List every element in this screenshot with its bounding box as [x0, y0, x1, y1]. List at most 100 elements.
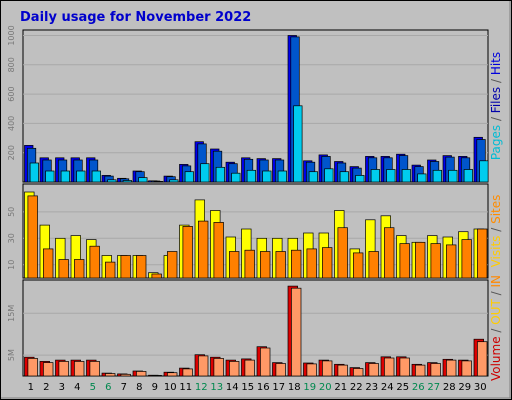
x-tick-label-day-22: 22 — [350, 382, 363, 393]
panel-requests-ytick-label: 200 — [7, 145, 16, 160]
bar-visits-sites-day-21 — [337, 227, 348, 279]
bar-requests-pages-day-11 — [184, 171, 194, 183]
bar-visits-sites-day-29 — [461, 239, 472, 279]
bar-volume-in-day-15 — [244, 359, 255, 377]
x-tick-label-day-11: 11 — [179, 382, 192, 393]
x-tick-label-day-1: 1 — [28, 382, 34, 393]
x-tick-label-day-29: 29 — [458, 382, 471, 393]
legend-part: / — [489, 224, 503, 236]
bar-requests-pages-day-29 — [463, 169, 473, 183]
bar-visits-sites-day-20 — [322, 247, 333, 279]
bar-requests-pages-day-9 — [153, 181, 163, 183]
bar-volume-in-day-7 — [120, 373, 131, 377]
bar-visits-sites-day-6 — [105, 261, 116, 279]
x-tick-label-day-14: 14 — [226, 382, 239, 393]
bar-visits-sites-day-11 — [182, 226, 193, 279]
panel-visits-area — [22, 183, 489, 279]
panel-requests-ytick-label: 400 — [7, 116, 16, 131]
x-tick-label-day-12: 12 — [195, 382, 208, 393]
x-tick-label-day-3: 3 — [59, 382, 65, 393]
bar-visits-sites-day-5 — [89, 245, 100, 279]
legend-part: Volume — [489, 336, 503, 381]
bar-volume-in-day-2 — [43, 362, 54, 377]
bar-visits-sites-day-22 — [353, 252, 364, 279]
bar-requests-pages-day-3 — [60, 170, 70, 183]
bar-volume-in-day-13 — [213, 358, 224, 377]
bar-visits-sites-day-1 — [27, 195, 38, 279]
bar-visits-sites-day-10 — [167, 251, 178, 279]
bar-visits-sites-day-30 — [477, 228, 488, 279]
bar-volume-in-day-10 — [167, 372, 178, 377]
bar-requests-pages-day-7 — [122, 180, 132, 183]
x-tick-label-day-5: 5 — [90, 382, 96, 393]
bar-volume-in-day-3 — [58, 361, 69, 377]
legend-part: Sites — [489, 195, 503, 224]
panel-requests-ytick-label: 600 — [7, 86, 16, 101]
bar-requests-pages-day-8 — [138, 177, 148, 183]
x-tick-label-day-8: 8 — [136, 382, 142, 393]
bar-volume-in-day-1 — [27, 358, 38, 377]
bar-visits-sites-day-23 — [368, 251, 379, 279]
bar-requests-pages-day-2 — [45, 170, 55, 183]
bar-requests-pages-day-26 — [417, 173, 427, 183]
panel-visits-legend: Visits / Sites — [489, 195, 503, 268]
bar-visits-sites-day-27 — [430, 243, 441, 279]
bar-visits-sites-day-9 — [151, 273, 162, 279]
panel-volume-legend: Volume / OUT / IN — [489, 275, 503, 381]
bar-requests-pages-day-19 — [308, 171, 318, 183]
bar-volume-in-day-16 — [260, 347, 271, 377]
bar-requests-pages-day-23 — [370, 169, 380, 183]
legend-part: Hits — [489, 52, 503, 75]
bar-visits-sites-day-19 — [306, 248, 317, 279]
panel-volume-area — [22, 279, 489, 377]
bar-requests-pages-day-13 — [215, 166, 225, 183]
x-tick-label-day-13: 13 — [210, 382, 223, 393]
bar-visits-sites-day-3 — [58, 259, 69, 279]
x-tick-label-day-2: 2 — [43, 382, 49, 393]
bar-visits-sites-day-12 — [198, 220, 209, 279]
bar-volume-in-day-19 — [306, 363, 317, 377]
x-tick-label-day-24: 24 — [381, 382, 394, 393]
legend-part: Files — [489, 87, 503, 113]
bar-volume-in-day-29 — [461, 360, 472, 377]
panel-requests-area — [22, 29, 489, 183]
bar-requests-pages-day-22 — [355, 175, 365, 183]
bar-volume-in-day-26 — [415, 364, 426, 377]
bar-volume-in-day-18 — [291, 287, 302, 377]
bar-requests-pages-day-30 — [479, 160, 489, 183]
x-tick-label-day-15: 15 — [241, 382, 254, 393]
bar-requests-pages-day-27 — [432, 169, 442, 183]
bar-volume-in-day-12 — [198, 355, 209, 377]
bar-requests-pages-day-14 — [231, 172, 241, 183]
bar-visits-sites-day-18 — [291, 249, 302, 279]
x-tick-label-day-23: 23 — [365, 382, 378, 393]
bar-requests-pages-day-21 — [339, 171, 349, 183]
bar-requests-pages-day-10 — [169, 179, 179, 183]
legend-part: OUT — [489, 298, 503, 324]
bar-visits-sites-day-4 — [74, 259, 85, 279]
bar-volume-in-day-6 — [105, 373, 116, 377]
panel-visits-ytick-label: 10 — [7, 260, 16, 270]
x-tick-label-day-7: 7 — [121, 382, 127, 393]
bar-visits-sites-day-28 — [446, 244, 457, 279]
legend-part: / — [489, 113, 503, 125]
x-tick-label-day-10: 10 — [164, 382, 177, 393]
bar-volume-in-day-21 — [337, 364, 348, 377]
bar-visits-sites-day-17 — [275, 251, 286, 279]
x-tick-label-day-28: 28 — [443, 382, 456, 393]
bar-visits-sites-day-7 — [120, 255, 131, 279]
x-tick-label-day-6: 6 — [105, 382, 111, 393]
bar-visits-sites-day-16 — [260, 251, 271, 279]
panel-volume-ytick-label: 5M — [7, 349, 16, 361]
bar-volume-in-day-24 — [384, 357, 395, 377]
bar-volume-in-day-5 — [89, 361, 100, 377]
chart-title: Daily usage for November 2022 — [20, 10, 251, 25]
panel-visits-ytick-label: 30 — [7, 233, 16, 243]
x-tick-label-day-16: 16 — [257, 382, 270, 393]
legend-part: / — [489, 287, 503, 299]
bar-requests-pages-day-25 — [401, 169, 411, 183]
bar-requests-pages-day-16 — [262, 170, 272, 183]
panel-volume-ytick-label: 15M — [7, 305, 16, 322]
panel-requests-ytick-label: 1000 — [7, 25, 16, 45]
bar-requests-pages-day-17 — [277, 170, 287, 183]
